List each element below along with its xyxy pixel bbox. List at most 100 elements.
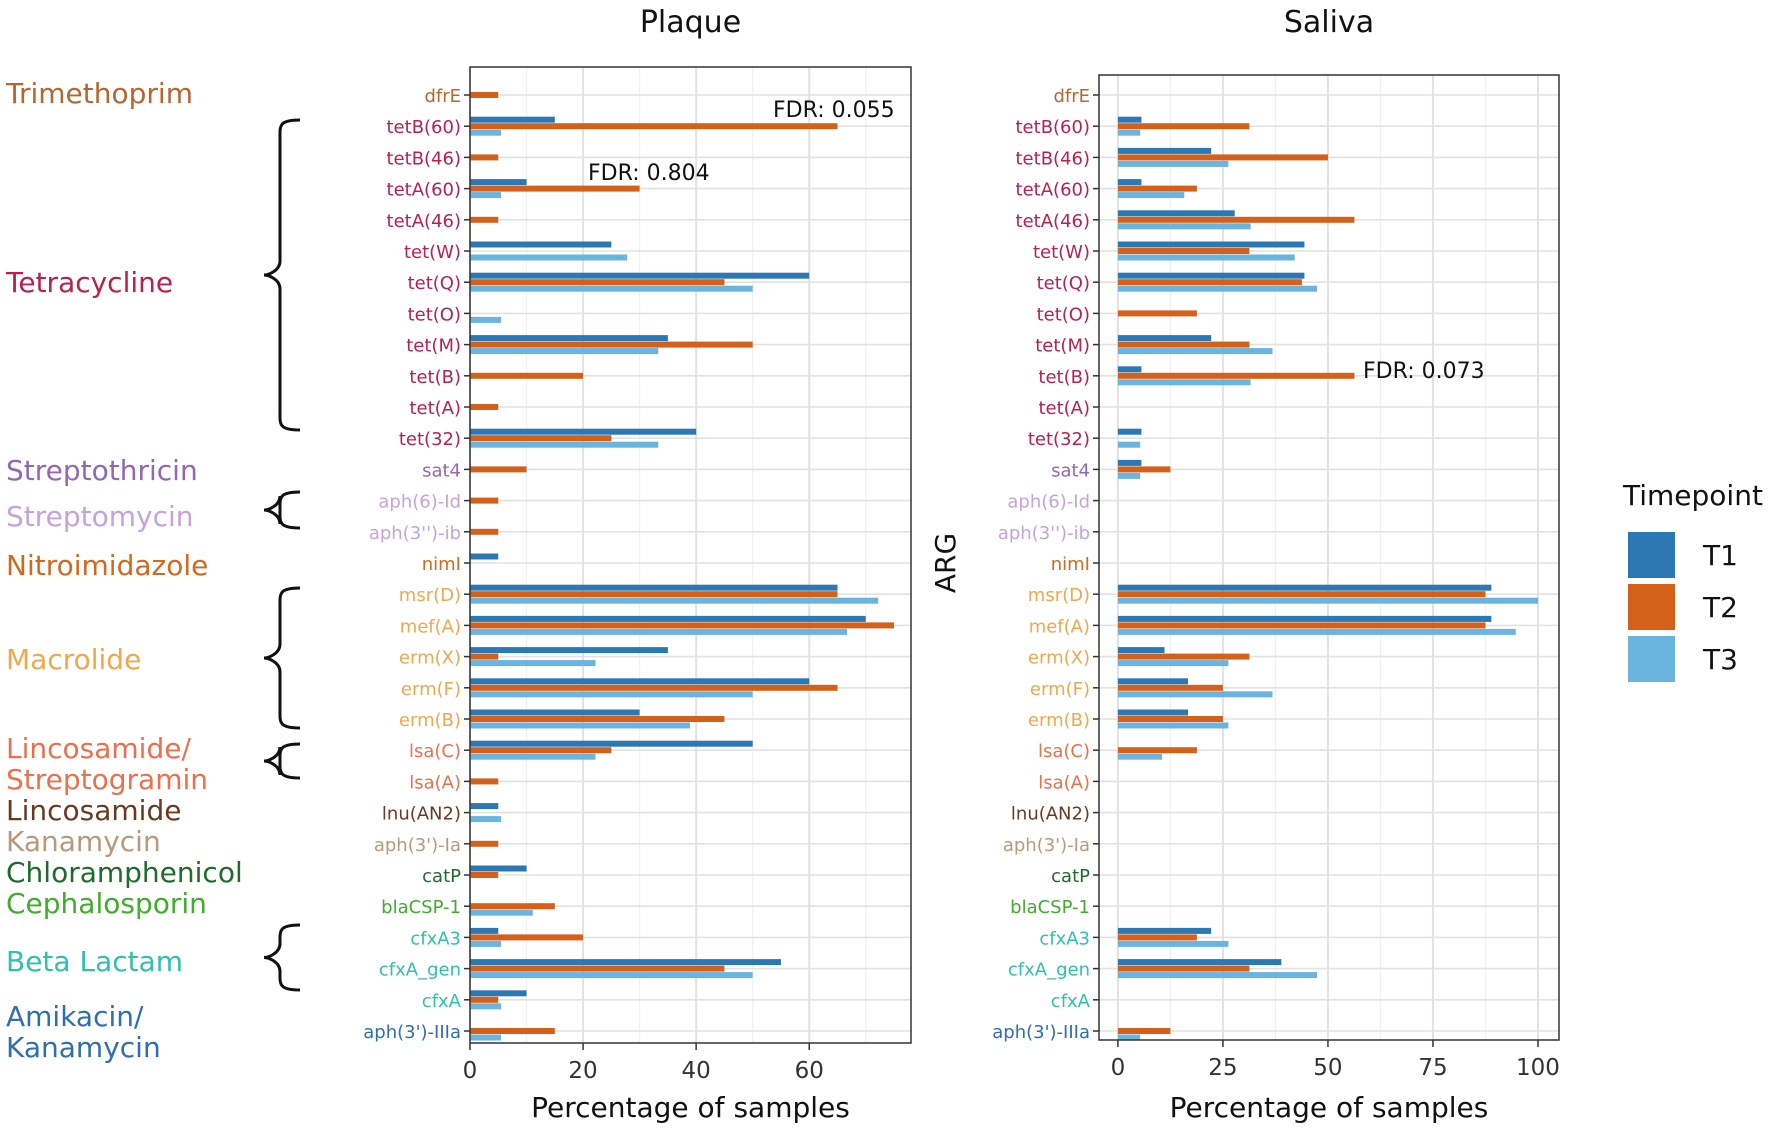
plaque-ytick-label-catp: catP [422,866,461,887]
class-label-lincosamide-streptogramin: Lincosamide/ [6,732,191,765]
plaque-bar-t3-lnu-an2 [470,816,502,823]
class-label-kanamycin: Kanamycin [6,825,161,858]
plaque-bar-t3-erm-x [470,660,596,667]
legend: Timepoint T1 T2 T3 [1622,479,1763,682]
saliva-bar-t1-tetb-46 [1117,147,1212,154]
saliva-bar-t3-teta-46 [1117,223,1251,230]
plaque-ytick-label-nimi: nimI [422,554,461,575]
saliva-bar-t2-cfxa3 [1117,934,1197,941]
saliva-bar-t2-tet-q [1117,279,1302,286]
class-label-lincosamide-streptogramin: Streptogramin [6,763,208,796]
plaque-bar-t2-tet-32 [470,435,612,442]
saliva-ytick-label-aph-3-ia: aph(3')-Ia [1003,835,1090,856]
plaque-bar-t3-teta-60 [470,192,502,199]
saliva-bar-t3-tet-q [1117,285,1318,292]
plaque-ytick-label-lnu-an2: lnu(AN2) [382,804,461,825]
saliva-bar-t2-tetb-46 [1117,154,1328,161]
saliva-ytick-label-aph-3-ib: aph(3'')-ib [998,523,1090,544]
plaque-ytick-label-tet-q: tet(Q) [408,273,461,294]
plaque-ytick-label-tet-32: tet(32) [399,429,461,450]
plaque-bar-t1-erm-b [470,709,640,716]
plaque-ytick-label-tet-m: tet(M) [406,336,461,357]
saliva-bar-t1-erm-x [1117,647,1165,654]
saliva-ytick-label-msr-d: msr(D) [1028,585,1090,606]
class-label-tetracycline: Tetracycline [5,266,173,299]
saliva-panel: dfrE tetB(60) tetB(46) tetA(60) tetA(46) tet(… [992,5,1560,1124]
plaque-bar-t3-erm-f [470,691,753,698]
plaque-bar-t3-blacsp-1 [470,909,533,916]
drug-class-labels: Trimethoprim Tetracycline Streptothricin St… [5,77,243,1064]
plaque-bar-t1-cfxa-gen [470,959,781,966]
plaque-ytick-label-erm-f: erm(F) [401,679,461,700]
saliva-ytick-label-blacsp-1: blaCSP-1 [1010,897,1090,918]
plaque-bar-t2-lsa-c [470,747,612,754]
plaque-ytick-label-aph-6-id: aph(6)-Id [378,492,461,513]
saliva-bar-t3-cfxa3 [1117,940,1229,947]
saliva-bar-t3-teta-60 [1117,192,1185,199]
plaque-xtick-label: 40 [682,1058,711,1084]
saliva-bar-t1-tetb-60 [1117,116,1142,123]
plaque-ytick-label-cfxa-gen: cfxA_gen [379,960,461,981]
saliva-ytick-label-tetb-46: tetB(46) [1016,148,1091,169]
plaque-bar-t1-tetb-60 [470,116,555,123]
saliva-ytick-label-aph-6-id: aph(6)-Id [1007,492,1090,513]
plaque-bar-t2-teta-46 [470,216,499,223]
plaque-bar-t2-catp [470,872,499,878]
class-label-lincosamide: Lincosamide [6,794,181,827]
saliva-bar-t2-sat4 [1117,466,1171,473]
plaque-bar-t1-mef-a [470,615,866,622]
plaque-bar-t2-tetb-46 [470,154,499,161]
legend-title: Timepoint [1622,479,1763,512]
legend-label-t1: T1 [1702,539,1738,572]
saliva-annotation-fdr: FDR: 0.073 [1363,359,1485,384]
plaque-ytick-label-cfxa3: cfxA3 [410,928,461,949]
saliva-title: Saliva [1284,5,1374,40]
plaque-bar-t2-aph-3-ib [470,528,499,535]
saliva-xtick-label: 25 [1208,1055,1237,1081]
plaque-ytick-label-tet-a: tet(A) [409,398,461,419]
plaque-bar-t3-lsa-c [470,753,596,760]
saliva-bar-t3-sat4 [1117,472,1141,479]
plaque-bar-t1-nimi [470,553,499,560]
plaque-bar-t2-aph-6-id [470,497,499,504]
saliva-bar-t1-sat4 [1117,459,1142,466]
plaque-bar-t1-tet-32 [470,428,697,435]
saliva-xtick-label: 50 [1313,1055,1342,1081]
plaque-ytick-label-tetb-60: tetB(60) [387,117,462,138]
saliva-bar-t2-tet-b [1117,372,1355,379]
saliva-ytick-label-tet-w: tet(W) [1033,242,1090,263]
plaque-bar-t3-erm-b [470,722,690,729]
plaque-bar-t3-aph-3-iiia [470,1034,502,1041]
saliva-ytick-label-erm-b: erm(B) [1028,710,1090,731]
plaque-panel: dfrE tetB(60) tetB(46) tetA(60) tetA(46) tet(… [363,5,912,1124]
plaque-bar-t3-tet-o [470,316,502,323]
saliva-bar-t1-tet-32 [1117,428,1142,435]
saliva-bar-t2-cfxa-gen [1117,965,1250,972]
plaque-ytick-label-aph-3-ia: aph(3')-Ia [374,835,461,856]
plaque-bar-t2-erm-b [470,716,725,722]
plaque-ytick-label-cfxa: cfxA [422,991,462,1012]
saliva-ytick-label-teta-60: tetA(60) [1016,180,1090,201]
saliva-bar-t3-msr-d [1117,597,1538,604]
saliva-bar-t1-teta-46 [1117,210,1235,217]
plaque-bar-t3-tet-w [470,254,628,261]
plaque-bar-t1-lnu-an2 [470,803,499,810]
plaque-xtick-label: 60 [795,1058,824,1084]
plaque-bar-t3-tet-m [470,348,659,355]
plaque-bar-t1-cfxa3 [470,927,499,934]
plaque-bar-t2-msr-d [470,591,838,598]
saliva-ytick-label-cfxa: cfxA [1051,991,1091,1012]
plaque-panel-border [469,66,912,1044]
saliva-ytick-label-catp: catP [1051,866,1090,887]
saliva-xtick-label: 0 [1111,1055,1126,1081]
saliva-ytick-label-tet-o: tet(O) [1037,304,1090,325]
saliva-bar-t3-tetb-46 [1117,160,1229,167]
plaque-ytick-label-blacsp-1: blaCSP-1 [381,897,461,918]
saliva-bar-t2-tet-o [1117,310,1197,317]
class-label-streptomycin: Streptomycin [6,500,194,533]
plaque-bar-t3-msr-d [470,597,879,604]
plaque-bar-t1-tet-q [470,272,810,279]
plaque-bar-t1-msr-d [470,584,838,591]
saliva-bar-t1-mef-a [1117,615,1492,622]
plaque-title: Plaque [640,5,741,40]
